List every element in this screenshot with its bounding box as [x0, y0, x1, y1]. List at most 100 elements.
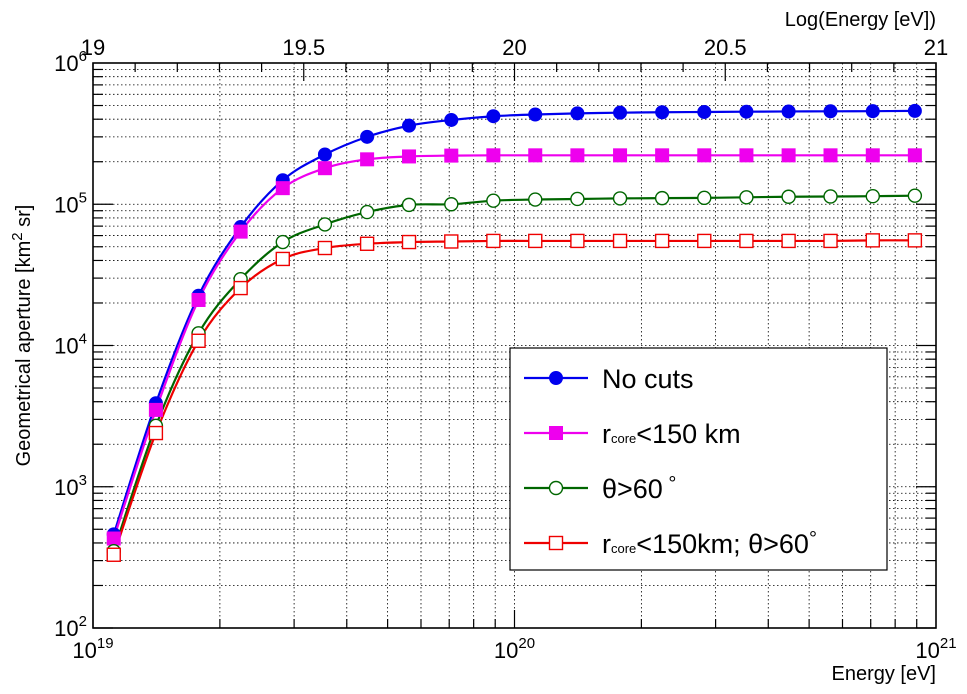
- data-point-no-cuts: [444, 112, 459, 127]
- data-point-rcore-cut: [739, 148, 754, 163]
- data-point-no-cuts: [655, 105, 670, 120]
- data-point-rcore-theta-cut: [865, 233, 880, 248]
- data-point-no-cuts: [865, 104, 880, 119]
- x-axis-title: Energy [eV]: [831, 663, 936, 685]
- data-point-rcore-cut: [655, 148, 670, 163]
- x-tick-label: 1020: [494, 635, 535, 663]
- legend-entry-no-cuts: No cuts: [524, 364, 694, 394]
- legend-marker: [548, 535, 564, 551]
- data-point-theta-cut: [781, 189, 796, 204]
- data-point-no-cuts: [823, 104, 838, 119]
- data-point-rcore-cut: [148, 402, 163, 417]
- data-point-rcore-theta-cut: [697, 233, 712, 249]
- legend-entries: No cuts rcore<150 km θ>60 ° rcore<150km; θ>…: [524, 364, 817, 559]
- data-point-rcore-theta-cut: [401, 234, 417, 250]
- data-point-theta-cut: [739, 190, 754, 205]
- y-tick-label: 102: [54, 613, 87, 641]
- data-point-rcore-cut: [907, 148, 922, 163]
- y-axis-title: Geometrical aperture [km2 sr]: [9, 205, 35, 467]
- data-point-rcore-theta-cut: [148, 425, 164, 441]
- data-point-rcore-cut: [317, 161, 332, 176]
- data-point-rcore-theta-cut: [654, 233, 670, 249]
- axis-ticks: [92, 63, 937, 629]
- data-point-rcore-cut: [106, 531, 121, 546]
- data-point-rcore-cut: [528, 148, 543, 163]
- top-tick-label: 21: [924, 35, 948, 60]
- y-axis-title-main: Geometrical aperture [km: [13, 241, 35, 467]
- data-point-theta-cut: [823, 189, 838, 204]
- data-point-rcore-cut: [570, 148, 585, 163]
- data-point-theta-cut: [444, 197, 459, 212]
- data-point-rcore-theta-cut: [486, 233, 501, 249]
- series-markers: [106, 103, 923, 562]
- data-point-rcore-theta-cut: [233, 280, 248, 296]
- data-point-rcore-cut: [444, 148, 459, 163]
- legend-label: rcore<150 km: [602, 419, 741, 449]
- data-point-rcore-theta-cut: [359, 236, 375, 251]
- data-point-rcore-cut: [781, 148, 796, 163]
- data-point-theta-cut: [612, 191, 628, 206]
- data-point-rcore-theta-cut: [528, 233, 543, 249]
- data-point-rcore-theta-cut: [317, 240, 333, 256]
- data-point-no-cuts: [781, 104, 796, 119]
- legend-label: θ>60 °: [602, 473, 676, 504]
- legend-entry-rcore-cut: rcore<150 km: [524, 419, 741, 449]
- y-tick-label: 103: [54, 472, 87, 500]
- data-point-theta-cut: [528, 192, 543, 207]
- data-point-no-cuts: [697, 104, 712, 119]
- legend-box: [509, 347, 888, 571]
- data-point-rcore-cut: [697, 148, 712, 163]
- data-point-no-cuts: [570, 106, 585, 121]
- data-point-no-cuts: [317, 147, 332, 162]
- legend-label: rcore<150km; θ>60°: [602, 528, 817, 559]
- x-tick-label: 1019: [72, 635, 113, 663]
- data-point-no-cuts: [528, 107, 543, 122]
- data-point-no-cuts: [486, 109, 501, 124]
- y-tick-label: 105: [54, 189, 87, 217]
- data-point-rcore-cut: [275, 181, 290, 196]
- top-tick-label: 20: [502, 35, 526, 60]
- data-point-no-cuts: [360, 129, 375, 144]
- data-point-rcore-cut: [823, 148, 838, 163]
- data-point-rcore-cut: [402, 149, 417, 164]
- y-tick-label: 106: [54, 48, 87, 76]
- data-point-theta-cut: [486, 193, 501, 208]
- data-point-rcore-cut: [360, 152, 375, 167]
- data-point-theta-cut: [275, 234, 290, 250]
- data-point-rcore-theta-cut: [570, 233, 585, 249]
- legend-marker: [548, 480, 564, 496]
- data-point-rcore-theta-cut: [275, 251, 290, 267]
- data-point-theta-cut: [907, 188, 923, 203]
- data-point-no-cuts: [402, 118, 417, 133]
- top-axis-title: Log(Energy [eV]): [785, 9, 936, 31]
- top-tick-label: 19: [81, 35, 105, 60]
- data-point-rcore-theta-cut: [739, 233, 754, 249]
- top-tick-label: 19.5: [282, 35, 325, 60]
- data-point-rcore-cut: [865, 148, 880, 163]
- data-point-rcore-theta-cut: [191, 333, 206, 348]
- data-point-theta-cut: [865, 189, 880, 204]
- y-tick-label: 104: [54, 331, 87, 359]
- data-point-rcore-theta-cut: [106, 547, 121, 562]
- top-tick-label: 20.5: [704, 35, 747, 60]
- data-point-theta-cut: [654, 190, 670, 206]
- data-point-rcore-cut: [191, 292, 206, 307]
- y-axis-title-sup: 2: [9, 232, 26, 240]
- data-point-theta-cut: [570, 191, 585, 207]
- data-point-rcore-theta-cut: [444, 234, 459, 249]
- legend-label: No cuts: [602, 364, 694, 394]
- legend-marker: [549, 371, 563, 385]
- data-point-theta-cut: [359, 204, 375, 220]
- data-point-rcore-cut: [233, 224, 248, 239]
- data-point-theta-cut: [697, 190, 712, 206]
- data-point-rcore-cut: [486, 148, 501, 163]
- legend: No cuts rcore<150 km θ>60 ° rcore<150km; θ>…: [509, 347, 888, 571]
- data-point-rcore-cut: [613, 148, 628, 163]
- data-point-rcore-theta-cut: [823, 233, 838, 249]
- data-point-rcore-theta-cut: [612, 233, 628, 249]
- data-point-no-cuts: [613, 105, 628, 120]
- data-point-rcore-theta-cut: [781, 233, 796, 249]
